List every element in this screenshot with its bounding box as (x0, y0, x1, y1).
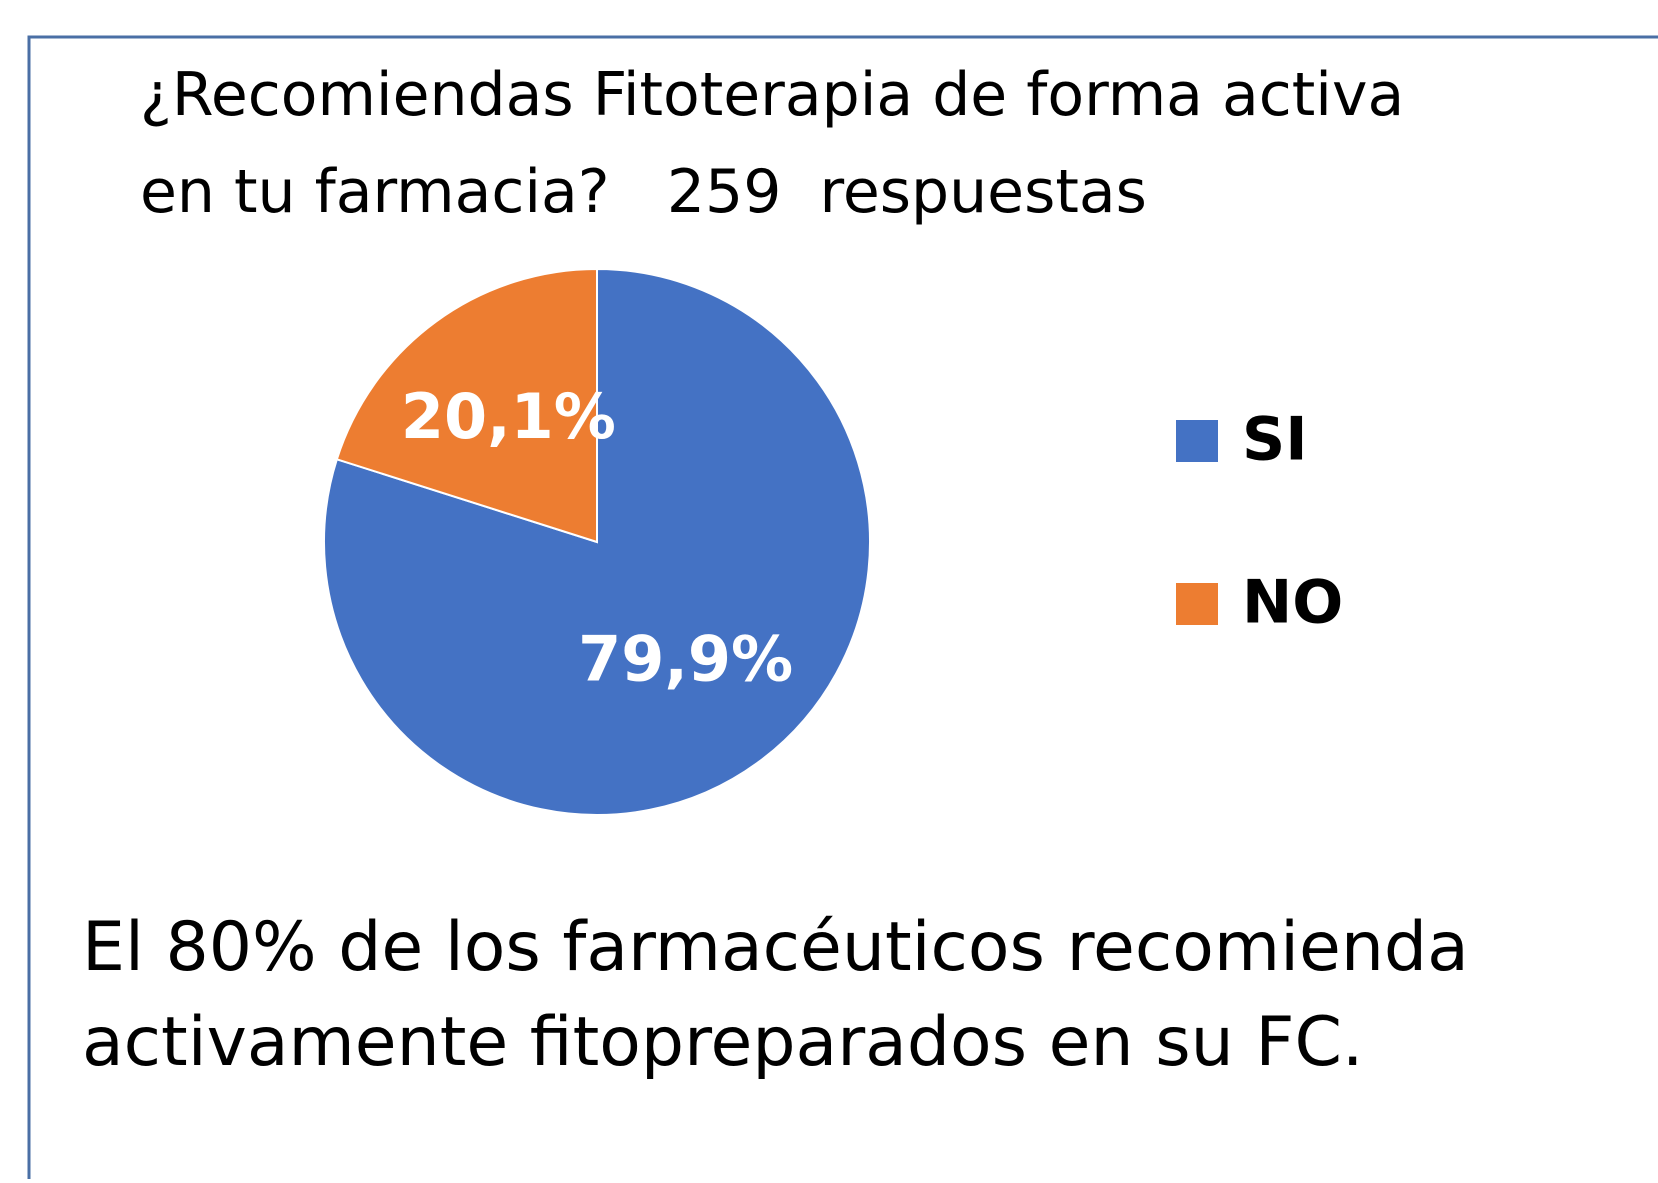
pie-slice (323, 267, 871, 816)
data-label: 79,9% (578, 622, 793, 695)
annotation: El 80% de los farmacéuticos recomienda (82, 908, 1469, 987)
legend-label: SI (1242, 405, 1308, 475)
pie-slice (335, 267, 598, 544)
data-label: 20,1% (401, 380, 616, 453)
legend-swatch (1176, 583, 1218, 625)
legend-label: NO (1242, 568, 1343, 638)
legend-swatch (1176, 420, 1218, 462)
chart-title: en tu farmacia? 259 respuestas (140, 157, 1147, 227)
annotation: activamente fitopreparados en su FC. (82, 1003, 1364, 1082)
chart-title: ¿Recomiendas Fitoterapia de forma activa (140, 60, 1404, 130)
